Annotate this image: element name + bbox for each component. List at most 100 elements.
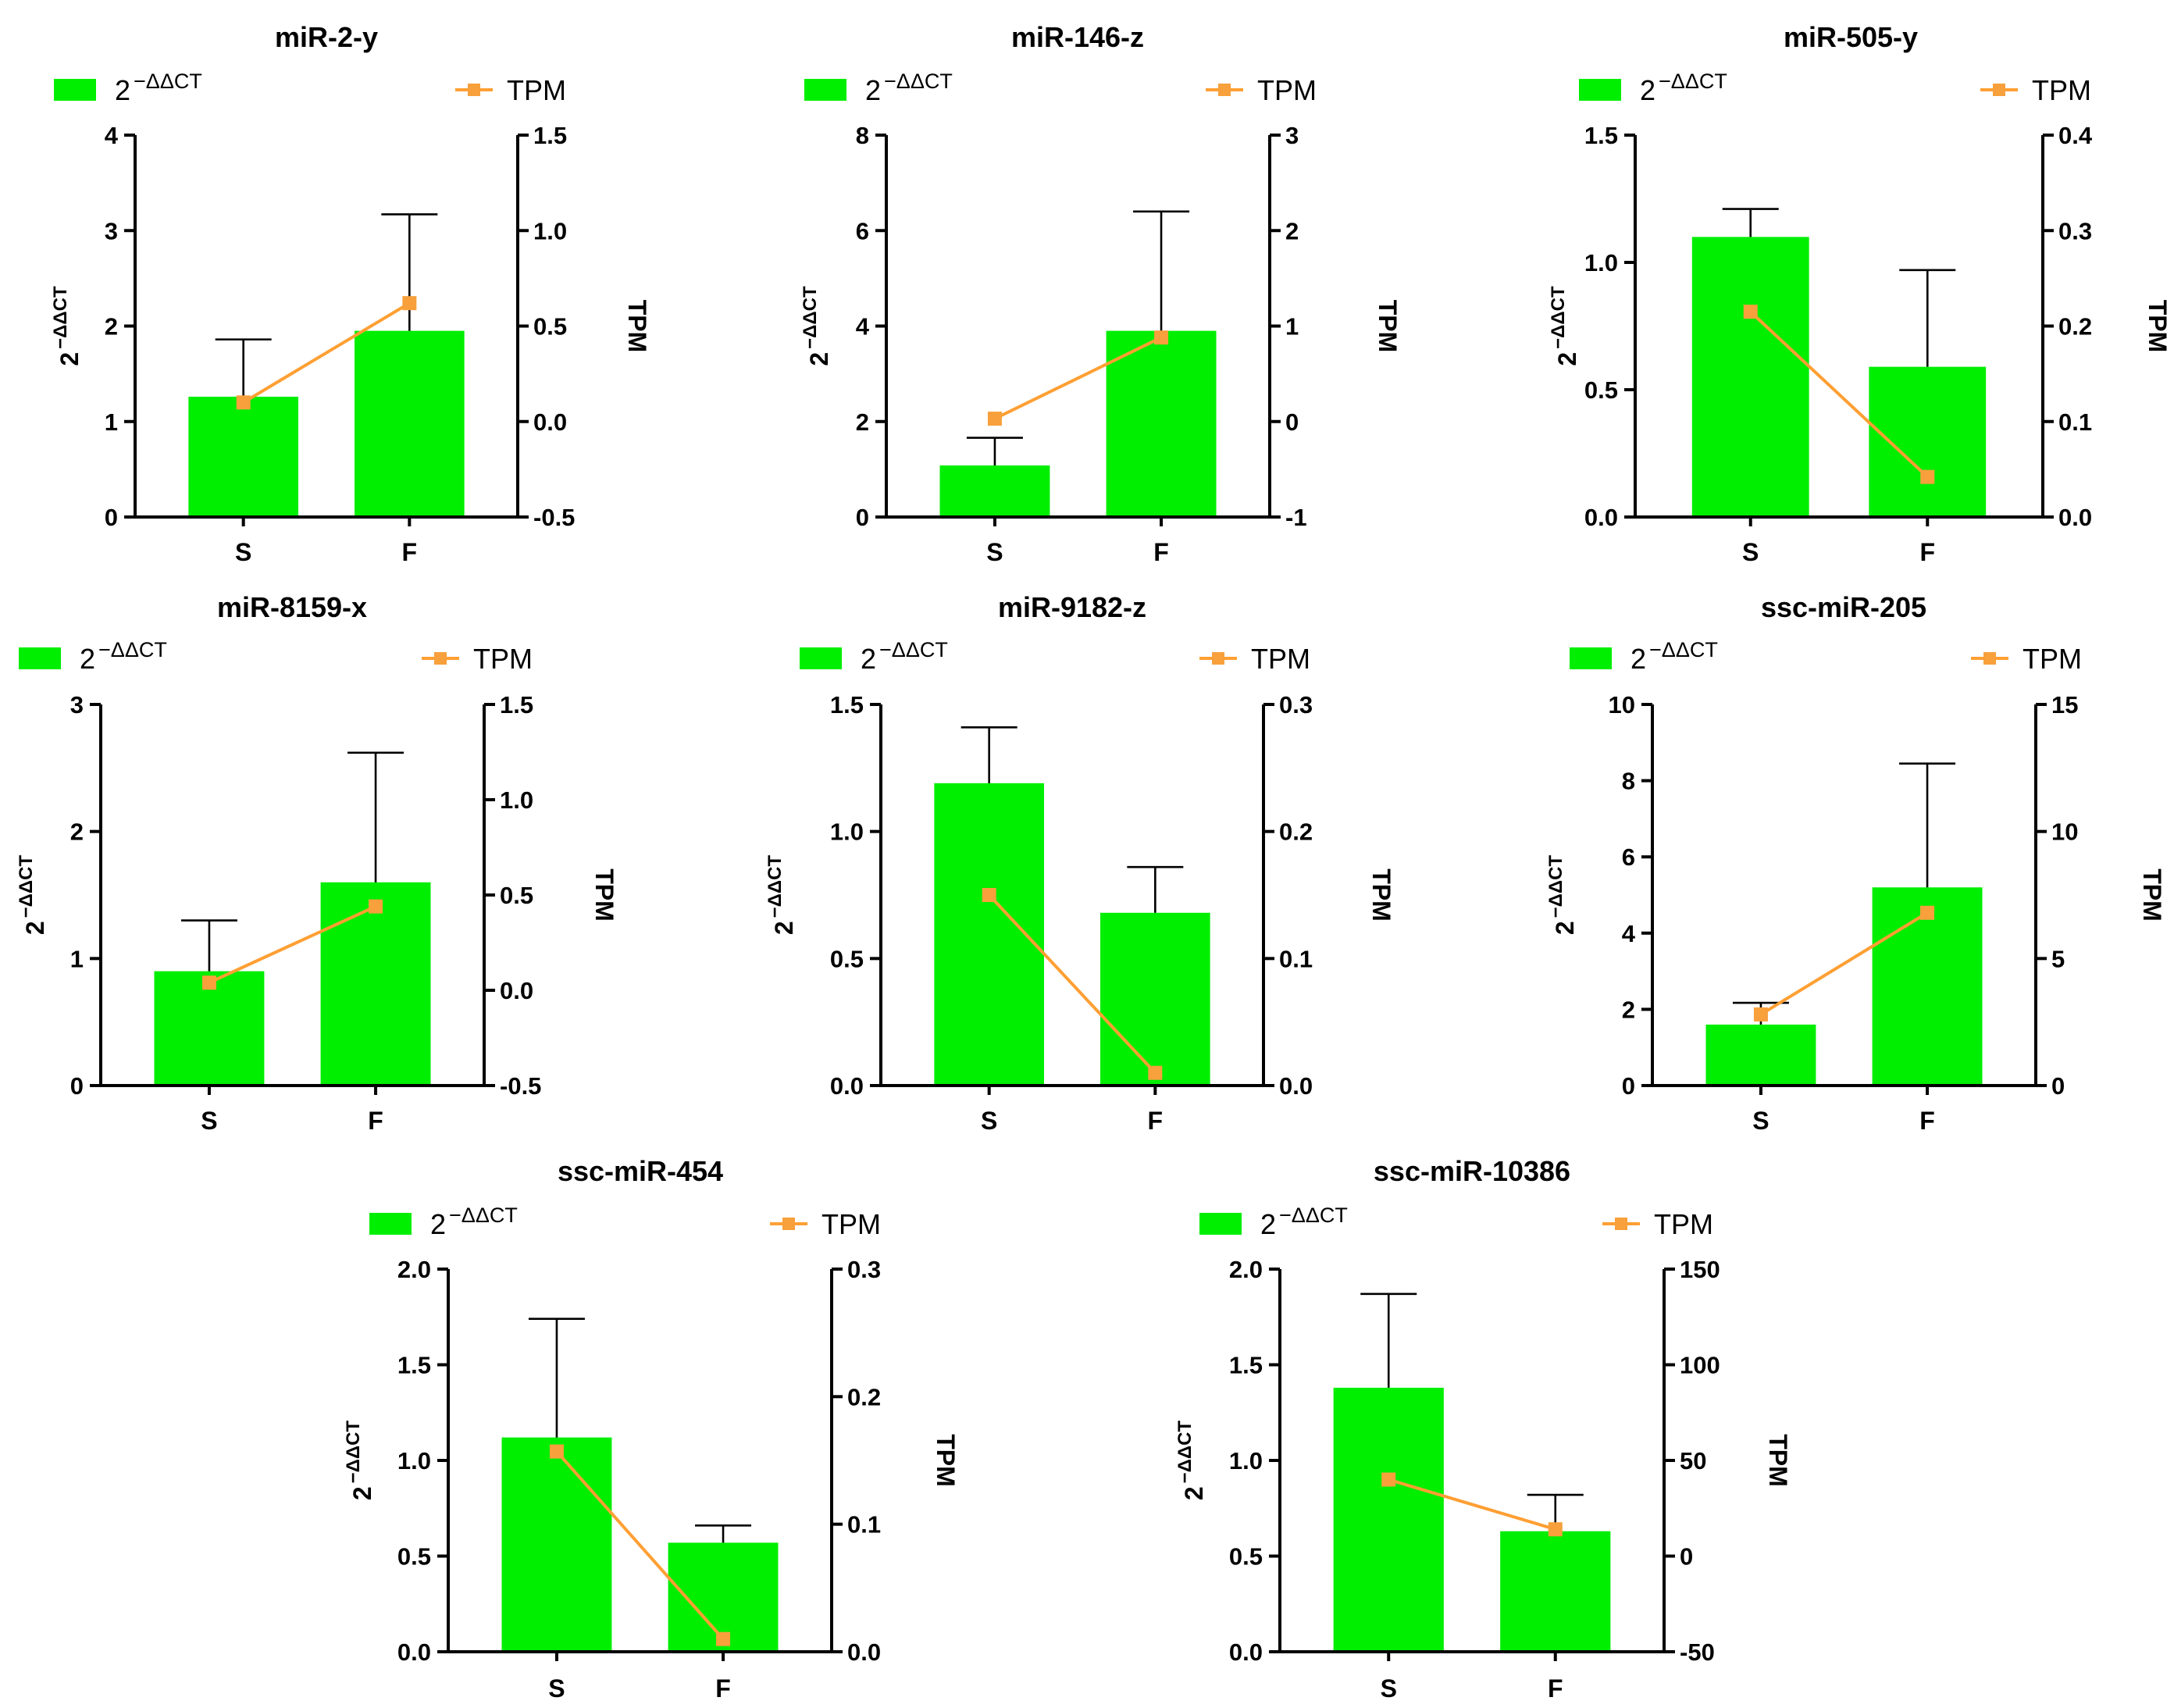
y-right-tick-label: 0.2 — [847, 1383, 881, 1410]
legend-square-marker-icon — [1615, 1218, 1627, 1230]
x-tick-label: F — [715, 1674, 731, 1703]
x-tick-label: S — [981, 1107, 997, 1135]
y-axis-left-label: 2−ΔΔCT — [343, 1421, 376, 1501]
bar-S — [188, 396, 298, 517]
y-right-tick-label: 1.5 — [533, 122, 567, 149]
bar-F — [320, 882, 431, 1086]
bar-S — [154, 971, 265, 1086]
y-right-tick-label: 50 — [1680, 1447, 1706, 1474]
y-axis-left-label: 2−ΔΔCT — [800, 286, 833, 366]
y-axis-right-label: TPM — [1374, 300, 1402, 353]
legend-square-marker-icon — [782, 1218, 795, 1230]
x-tick-label: S — [201, 1107, 217, 1135]
legend-bar-swatch — [804, 79, 846, 101]
tpm-line — [242, 301, 411, 405]
bar-F — [1100, 912, 1210, 1086]
tpm-point-F — [1920, 905, 1935, 920]
y-left-tick-label: 0 — [856, 504, 869, 531]
y-left-tick-label: 3 — [105, 217, 118, 244]
y-right-tick-label: 0.0 — [533, 408, 567, 436]
y-left-tick-label: 0 — [1622, 1072, 1635, 1100]
y-axis-right-label: TPM — [623, 300, 651, 353]
bar-S — [1691, 237, 1809, 517]
chart-panel-2: miR-146-z 2 −ΔΔCT TPM 0 2 4 6 8 -1 0 1 2 3 S F 2−ΔΔCT TPM — [800, 21, 1402, 566]
tpm-point-F — [1148, 1065, 1163, 1080]
bar-F — [355, 330, 465, 517]
y-axis-right-label: TPM — [1764, 1434, 1792, 1487]
y-right-tick-label: 0.3 — [1279, 691, 1313, 719]
x-tick-label: F — [1919, 1107, 1935, 1135]
tpm-line — [994, 336, 1162, 420]
legend-line-label: TPM — [1251, 643, 1310, 675]
x-tick-label: S — [548, 1674, 565, 1703]
y-left-tick-label: 0.0 — [830, 1072, 864, 1100]
y-right-tick-label: 1.0 — [533, 217, 567, 244]
y-axis-right-label: TPM — [932, 1434, 960, 1487]
tpm-point-F — [1920, 469, 1935, 484]
tpm-point-F — [716, 1631, 731, 1646]
y-left-tick-label: 1.5 — [1229, 1352, 1263, 1379]
tpm-point-F — [1154, 330, 1169, 345]
chart-title: miR-8159-x — [217, 591, 367, 623]
y-axis-right-label: TPM — [1367, 868, 1395, 922]
y-right-tick-label: 0.1 — [1279, 945, 1313, 972]
y-right-tick-label: 0.1 — [847, 1511, 881, 1539]
y-right-tick-label: 0.4 — [2058, 122, 2093, 149]
y-left-tick-label: 2.0 — [1229, 1256, 1263, 1283]
y-left-tick-label: 2.0 — [397, 1256, 431, 1283]
x-tick-label: S — [1742, 538, 1759, 566]
legend-square-marker-icon — [434, 652, 447, 665]
y-left-tick-label: 6 — [1622, 843, 1635, 871]
y-left-tick-label: 1.0 — [1584, 249, 1618, 276]
y-left-tick-label: 0.5 — [1584, 376, 1618, 404]
x-tick-label: F — [402, 538, 418, 566]
tpm-point-S — [201, 975, 216, 990]
y-left-tick-label: 8 — [856, 122, 869, 149]
tpm-point-S — [1381, 1472, 1396, 1487]
tpm-line — [988, 893, 1156, 1075]
y-left-tick-label: 2 — [105, 313, 118, 341]
x-tick-label: F — [1920, 538, 1936, 566]
y-left-tick-label: 0 — [105, 504, 118, 531]
x-tick-label: F — [1148, 1107, 1164, 1135]
y-right-tick-label: 0 — [1680, 1543, 1693, 1571]
chart-panel-4: miR-8159-x 2 −ΔΔCT TPM 0 1 2 3 -0.5 0.0 0.5 1.0 1.5 S… — [16, 591, 618, 1135]
y-right-tick-label: 10 — [2051, 818, 2078, 846]
y-left-tick-label: 1.0 — [830, 818, 864, 846]
y-right-tick-label: 0 — [1285, 408, 1299, 436]
legend-bar-label: 2 −ΔΔCT — [80, 638, 167, 675]
legend-line-label: TPM — [2023, 643, 2082, 675]
y-right-tick-label: 0.0 — [847, 1638, 881, 1666]
legend-bar-label: 2 −ΔΔCT — [430, 1203, 518, 1240]
legend-bar-swatch — [800, 647, 842, 669]
legend-square-marker-icon — [1212, 652, 1224, 665]
y-left-tick-label: 2 — [70, 818, 84, 846]
chart-panel-3: miR-505-y 2 −ΔΔCT TPM 0.0 0.5 1.0 1.5 0.0 0.1 0.2 0… — [1548, 21, 2172, 566]
y-left-tick-label: 1.5 — [397, 1352, 431, 1379]
legend-square-marker-icon — [1218, 84, 1231, 96]
x-tick-label: S — [986, 538, 1003, 566]
y-left-tick-label: 1 — [105, 408, 118, 436]
y-left-tick-label: 0.0 — [1229, 1638, 1263, 1666]
y-right-tick-label: -1 — [1285, 504, 1307, 531]
y-left-tick-label: 8 — [1622, 768, 1635, 795]
x-tick-label: S — [1381, 1674, 1397, 1703]
y-right-tick-label: 0.2 — [1279, 818, 1313, 846]
y-right-tick-label: 1.5 — [500, 691, 533, 719]
chart-title: ssc-miR-10386 — [1374, 1155, 1570, 1187]
y-left-tick-label: 6 — [856, 217, 869, 244]
y-axis-left-label: 2−ΔΔCT — [1545, 855, 1579, 936]
legend-bar-label: 2 −ΔΔCT — [1640, 70, 1727, 106]
chart-title: ssc-miR-205 — [1761, 591, 1926, 623]
y-left-tick-label: 0.0 — [397, 1638, 431, 1666]
bar-F — [1872, 887, 1983, 1086]
legend-square-marker-icon — [468, 84, 480, 96]
legend-bar-swatch — [1570, 647, 1612, 669]
tpm-point-S — [236, 395, 251, 410]
tpm-line — [555, 1450, 725, 1640]
legend-bar-label: 2 −ΔΔCT — [115, 70, 202, 106]
tpm-point-F — [1548, 1522, 1563, 1537]
bar-S — [939, 465, 1050, 517]
y-right-tick-label: 3 — [1285, 122, 1299, 149]
y-left-tick-label: 4 — [856, 313, 870, 341]
